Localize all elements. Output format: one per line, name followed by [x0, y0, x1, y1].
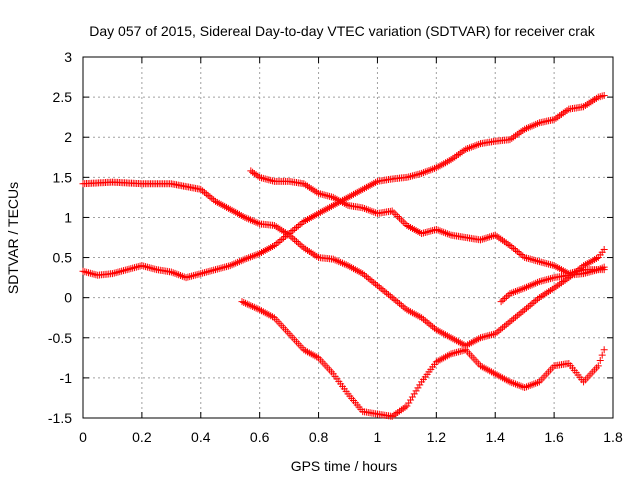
chart-title: Day 057 of 2015, Sidereal Day-to-day VTE… [89, 23, 595, 39]
data-point [243, 300, 251, 308]
series-track-d [238, 298, 608, 420]
data-point [250, 303, 258, 311]
data-point [250, 169, 258, 177]
data-point [594, 362, 602, 370]
x-tick-label: 1.6 [544, 429, 564, 445]
axis-ticks: 0 0.2 0.4 0.6 0.8 1 1.2 1.4 1.6 1.8 -1.5 -1 -0.5 0 0.5… [48, 49, 623, 445]
data-point [247, 302, 255, 310]
data-point [501, 294, 509, 302]
x-tick-label: 0.8 [309, 429, 329, 445]
x-tick-label: 0.6 [250, 429, 270, 445]
data-point [600, 92, 608, 100]
series-track-a [79, 178, 608, 350]
data-point [600, 263, 608, 271]
x-tick-label: 0 [79, 429, 87, 445]
data-point [497, 298, 505, 306]
y-tick-label: -0.5 [48, 330, 72, 346]
data-point [596, 357, 604, 365]
y-tick-label: -1.5 [48, 410, 72, 426]
x-tick-label: 0.4 [191, 429, 211, 445]
data-point [249, 302, 257, 310]
y-tick-label: 2 [64, 129, 72, 145]
data-point [504, 291, 512, 299]
x-axis-label: GPS time / hours [291, 458, 398, 474]
x-tick-label: 1.8 [603, 429, 623, 445]
data-point [600, 246, 608, 254]
data-point [238, 298, 246, 306]
x-tick-label: 0.2 [132, 429, 152, 445]
data-point [254, 172, 262, 180]
y-tick-label: 2.5 [53, 89, 73, 105]
y-tick-label: 3 [64, 49, 72, 65]
plot-frame [82, 56, 614, 419]
x-tick-label: 1.2 [427, 429, 447, 445]
data-point [600, 346, 608, 354]
data-point [245, 301, 253, 309]
data-point [249, 168, 257, 176]
data-point [252, 171, 260, 179]
y-tick-label: 1.5 [53, 169, 73, 185]
y-tick-label: -1 [60, 370, 73, 386]
data-point [252, 304, 260, 312]
series-track-b [79, 92, 608, 282]
grid [83, 57, 613, 418]
data-point [240, 298, 248, 306]
y-tick-label: 0.5 [53, 250, 73, 266]
data-point [242, 299, 250, 307]
data-point [598, 351, 606, 359]
data-point [502, 293, 510, 301]
y-axis-label: SDTVAR / TECUs [5, 182, 21, 294]
data-points [79, 92, 608, 420]
y-tick-label: 0 [64, 290, 72, 306]
data-point [499, 296, 507, 304]
x-tick-label: 1.4 [485, 429, 505, 445]
data-point [247, 167, 255, 175]
data-point [254, 305, 262, 313]
series-track-e [497, 263, 608, 306]
x-tick-label: 1 [374, 429, 382, 445]
y-tick-label: 1 [64, 209, 72, 225]
